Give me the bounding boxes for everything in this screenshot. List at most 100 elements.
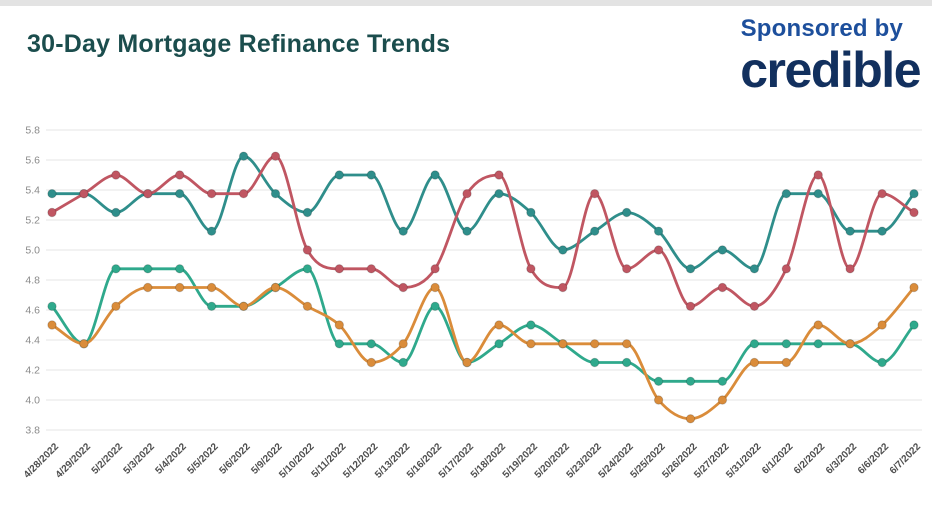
orange-rate-series-point (270, 282, 281, 293)
teal-rate-series-point (909, 189, 919, 199)
orange-rate-series-point (47, 320, 57, 330)
orange-rate-series-point (653, 395, 664, 405)
green-rate-series-point (590, 357, 600, 368)
green-rate-series-point (334, 339, 344, 349)
teal-rate-series-point (813, 189, 823, 199)
orange-rate-series-point (111, 301, 121, 311)
orange-rate-series-point (494, 320, 504, 330)
red-rate-series-point (717, 282, 728, 293)
red-rate-series-point (366, 264, 376, 274)
red-rate-series-point (653, 245, 664, 255)
page-title: 30-Day Mortgage Refinance Trends (27, 30, 451, 58)
green-rate-series-point (302, 264, 313, 274)
y-tick-label: 5.6 (25, 155, 40, 167)
x-tick-label: 5/2/2022 (90, 441, 126, 477)
teal-rate-series-point (111, 207, 121, 218)
teal-rate-series-point (462, 226, 472, 236)
red-rate-series-point (462, 189, 472, 199)
red-rate-series-point (558, 282, 568, 293)
red-rate-series-point (590, 189, 600, 199)
green-rate-series-point (175, 264, 185, 274)
red-rate-series-point (270, 151, 281, 161)
orange-rate-series-line (50, 286, 916, 421)
x-tick-label: 5/5/2022 (185, 441, 221, 477)
orange-rate-series-point (813, 320, 823, 330)
green-rate-series-point (877, 357, 887, 368)
y-tick-label: 5.2 (25, 215, 40, 227)
teal-rate-series-point (877, 226, 887, 236)
orange-rate-series-point (717, 395, 728, 405)
green-rate-series-point (430, 301, 440, 311)
red-rate-series-point (749, 301, 760, 311)
orange-rate-series-point (238, 301, 249, 311)
x-tick-label: 5/4/2022 (154, 441, 190, 477)
orange-rate-series-point (781, 357, 791, 368)
orange-rate-series-point (558, 339, 568, 349)
x-tick-label: 5/3/2022 (122, 441, 158, 477)
y-tick-label: 5.8 (25, 125, 40, 137)
y-tick-label: 4.8 (25, 275, 40, 287)
red-rate-series-point (813, 170, 823, 180)
top-window-edge (0, 0, 932, 6)
x-tick-label: 6/1/2022 (760, 441, 796, 477)
red-rate-series-point (845, 264, 855, 274)
orange-rate-series-point (526, 339, 536, 349)
orange-rate-series-point (143, 282, 153, 293)
green-rate-series-point (717, 376, 728, 386)
green-rate-series-point (398, 357, 408, 368)
green-rate-series-point (685, 376, 696, 386)
teal-rate-series-line (50, 154, 916, 271)
y-tick-label: 4.0 (25, 395, 40, 407)
orange-rate-series-point (622, 339, 632, 349)
teal-rate-series-point (270, 189, 281, 199)
orange-rate-series-point (430, 282, 440, 293)
x-tick-label: 6/6/2022 (856, 441, 892, 477)
teal-rate-series-point (366, 170, 376, 180)
green-rate-series-point (111, 264, 121, 274)
teal-rate-series-point (653, 226, 664, 236)
red-rate-series-point (111, 170, 121, 180)
teal-rate-series-point (685, 264, 696, 274)
red-rate-series-point (877, 189, 887, 199)
orange-rate-series-point (877, 320, 887, 330)
teal-rate-series-point (781, 189, 791, 199)
x-tick-label: 6/7/2022 (888, 441, 924, 477)
red-rate-series-point (526, 264, 536, 274)
green-rate-series-point (366, 339, 376, 349)
sponsor-block: Sponsored by credible (740, 15, 921, 98)
green-rate-series-point (781, 339, 791, 349)
y-tick-label: 4.4 (25, 335, 40, 347)
red-rate-series-point (622, 264, 632, 274)
credible-logo: credible (740, 42, 921, 98)
orange-rate-series-point (462, 357, 472, 368)
orange-rate-series-point (366, 357, 376, 368)
y-tick-label: 4.6 (25, 305, 40, 317)
x-tick-label: 4/29/2022 (54, 441, 94, 481)
x-tick-label: 6/2/2022 (792, 441, 828, 477)
y-tick-label: 5.4 (25, 185, 40, 197)
green-rate-series-point (47, 301, 57, 311)
orange-rate-series-point (334, 320, 344, 330)
red-rate-series-point (47, 207, 57, 218)
teal-rate-series-point (302, 207, 313, 218)
green-rate-series-point (143, 264, 153, 274)
orange-rate-series-point (206, 282, 217, 293)
green-rate-series-point (653, 376, 664, 386)
orange-rate-series-point (909, 282, 919, 293)
teal-rate-series-point (430, 170, 440, 180)
teal-rate-series-point (494, 189, 504, 199)
x-tick-label: 6/3/2022 (824, 441, 860, 477)
teal-rate-series-point (334, 170, 344, 180)
teal-rate-series-point (238, 151, 249, 161)
orange-rate-series-point (398, 339, 408, 349)
x-tick-label: 5/6/2022 (217, 441, 253, 477)
orange-rate-series-point (845, 339, 855, 349)
teal-rate-series-point (47, 189, 57, 199)
orange-rate-series-point (685, 414, 696, 424)
red-rate-series-point (302, 245, 313, 255)
green-rate-series-point (909, 320, 919, 330)
y-tick-label: 5.0 (25, 245, 40, 257)
red-rate-series-point (781, 264, 791, 274)
teal-rate-series-point (845, 226, 855, 236)
red-rate-series-point (143, 189, 153, 199)
